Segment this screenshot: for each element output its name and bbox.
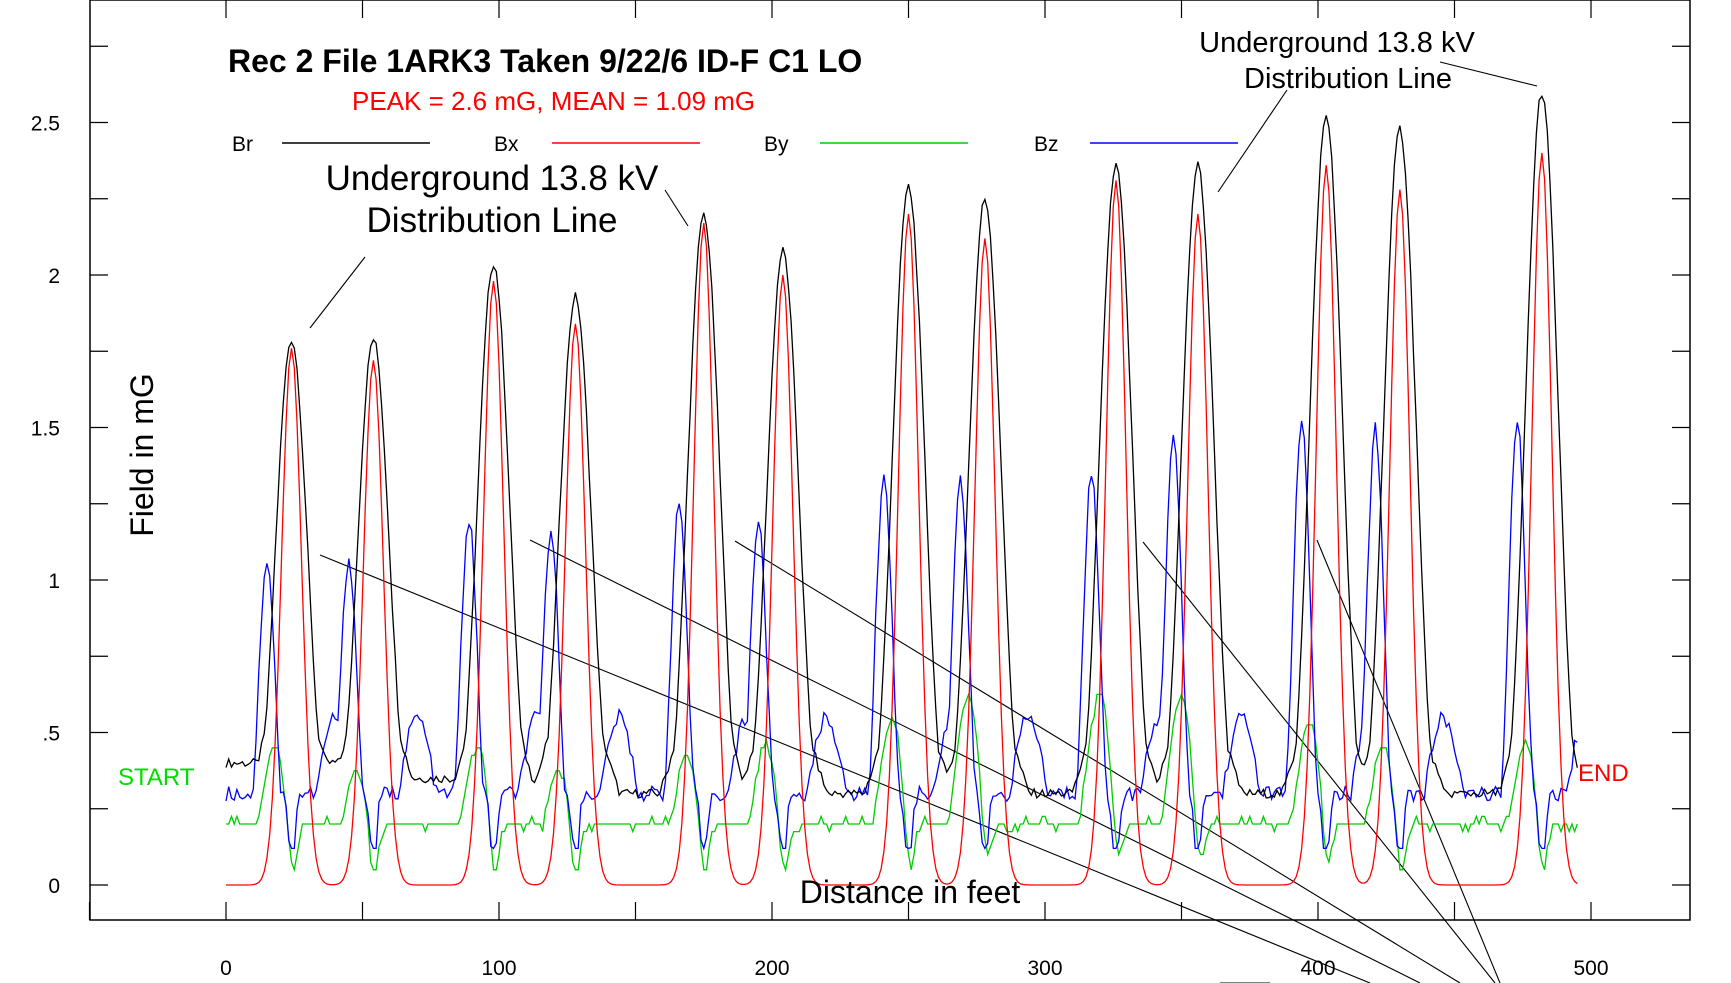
leader-line-0 [309,256,366,329]
chart-title: Rec 2 File 1ARK3 Taken 9/22/6 ID-F C1 LO [228,43,862,79]
y-tick-label-3: 1.5 [31,418,60,441]
legend-label-br: Br [232,133,253,156]
x-axis-title: Distance in feet [800,874,1021,910]
annotation-left: Underground 13.8 kV Distribution Line [326,159,659,240]
y-axis-title: Field in mG [124,373,160,537]
annotation-left-line2: Distribution Line [367,201,618,240]
leader-line-2 [1217,89,1288,193]
leader-line-4 [319,554,1371,983]
series-line-br [225,94,1578,799]
legend: Br Bx By Bz [232,133,1238,156]
y-tick-label-2: 1 [48,570,60,593]
legend-label-bz: Bz [1034,133,1059,156]
leader-line-3 [1439,61,1538,87]
y-tick-label-0: 0 [48,875,60,898]
plot-frame [89,0,1691,921]
leader-line-8 [1316,539,1501,983]
series-layer [225,94,1578,886]
chart-subtitle: PEAK = 2.6 mG, MEAN = 1.09 mG [352,86,755,116]
x-tick-label-0: 0 [220,957,232,980]
x-tick-label-5: 500 [1573,957,1608,980]
annotation-right-line2: Distribution Line [1244,63,1452,95]
series-line-by [226,692,1578,873]
legend-label-by: By [764,133,789,156]
annotation-right: Underground 13.8 kV Distribution Line [1199,27,1475,95]
leader-line-5 [529,539,1421,983]
axis-ticks: 0 100 200 300 400 500 0 .5 1 1.5 2 2.5 [31,0,1690,980]
y-tick-label-1: .5 [42,723,60,746]
series-line-bx [226,152,1578,886]
x-tick-label-3: 300 [1027,957,1062,980]
series-line-bz [225,420,1578,851]
y-tick-label-4: 2 [48,265,60,288]
x-tick-label-2: 200 [754,957,789,980]
end-marker: END [1578,760,1629,787]
legend-label-bx: Bx [494,133,519,156]
x-tick-label-4: 400 [1300,957,1335,980]
start-marker: START [118,764,195,791]
leader-line-1 [664,189,689,227]
x-tick-label-1: 100 [481,957,516,980]
annotation-left-line1: Underground 13.8 kV [326,159,659,198]
annotation-right-line1: Underground 13.8 kV [1199,27,1475,59]
leader-line-7 [1142,541,1496,983]
y-tick-label-5: 2.5 [31,113,60,136]
